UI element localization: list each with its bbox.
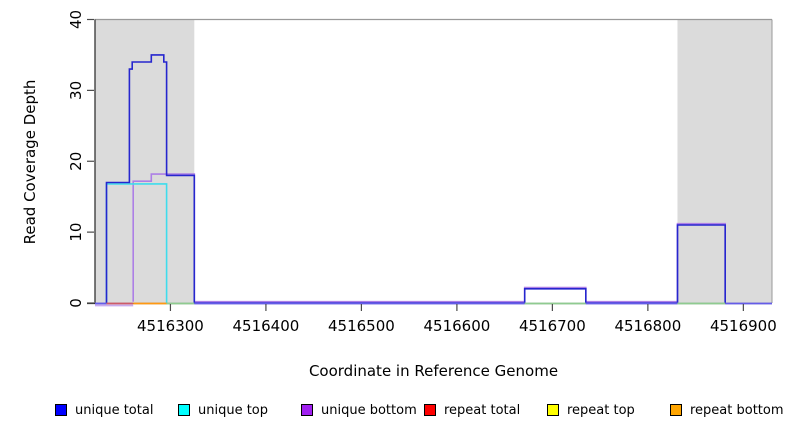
y-axis-title: Read Coverage Depth [21,79,39,245]
legend-item-repeat-top: repeat top [547,403,670,418]
x-tick-label: 4516700 [519,317,586,335]
x-axis-title: Coordinate in Reference Genome [308,362,559,380]
legend-item-unique-top: unique top [178,403,301,418]
legend-item-repeat-total: repeat total [424,403,547,418]
x-tick-label: 4516400 [233,317,300,335]
x-tick-label: 4516900 [710,317,777,335]
legend-label: repeat total [444,402,521,418]
legend: unique total unique top unique bottom re… [55,399,786,421]
y-tick-label: 0 [67,298,85,308]
y-tick-label: 30 [67,81,85,100]
series-line-unique-total [105,54,726,304]
y-tick-label: 40 [67,10,85,29]
legend-label: repeat top [567,402,635,418]
y-tick-label: 20 [67,152,85,171]
legend-item-repeat-bottom: repeat bottom [670,403,792,418]
shaded-region [95,20,195,303]
legend-label: repeat bottom [690,402,784,418]
x-tick-label: 4516800 [614,317,681,335]
legend-swatch-unique-top [178,404,190,416]
y-tick-label: 10 [67,223,85,242]
legend-swatch-unique-total [55,404,67,416]
legend-label: unique total [75,402,154,418]
legend-item-unique-total: unique total [55,403,178,418]
x-tick-label: 4516300 [137,317,204,335]
legend-swatch-repeat-bottom [670,404,682,416]
legend-item-unique-bottom: unique bottom [301,403,424,418]
x-tick-label: 4516600 [423,317,490,335]
legend-label: unique top [198,402,269,418]
x-tick-label: 4516500 [328,317,395,335]
legend-label: unique bottom [321,402,417,418]
legend-swatch-repeat-top [547,404,559,416]
legend-swatch-unique-bottom [301,404,313,416]
legend-swatch-repeat-total [424,404,436,416]
series-line-unique-bottom [132,173,726,303]
